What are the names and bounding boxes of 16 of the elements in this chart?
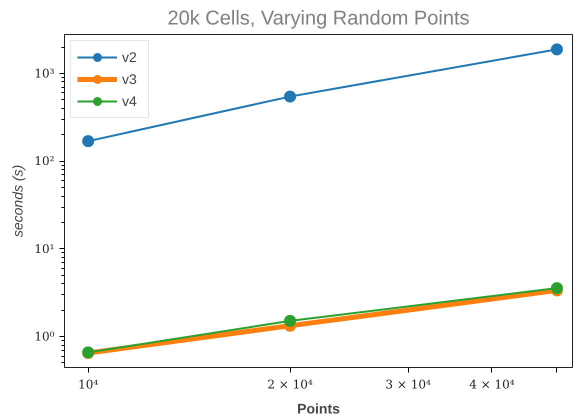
- chart-title: 20k Cells, Varying Random Points: [168, 8, 470, 30]
- y-tick-label: 10²: [34, 154, 55, 168]
- x-axis-title: Points: [297, 400, 340, 416]
- y-axis-title: seconds (s): [9, 164, 26, 238]
- x-tick-label: 10⁴: [78, 378, 98, 392]
- y-tick-label: 10³: [34, 66, 55, 80]
- legend-label: v2: [122, 49, 138, 65]
- y-tick-label: 10⁰: [34, 330, 55, 344]
- point: [550, 43, 563, 56]
- y-tick-label: 10¹: [34, 242, 55, 256]
- x-tick-label: 3 × 10⁴: [385, 378, 432, 392]
- legend-label: v4: [122, 93, 138, 109]
- legend-label: v3: [122, 71, 138, 87]
- x-tick-label: 4 × 10⁴: [469, 378, 515, 392]
- point: [82, 135, 94, 148]
- x-tick-label: 2 × 10⁴: [267, 378, 313, 392]
